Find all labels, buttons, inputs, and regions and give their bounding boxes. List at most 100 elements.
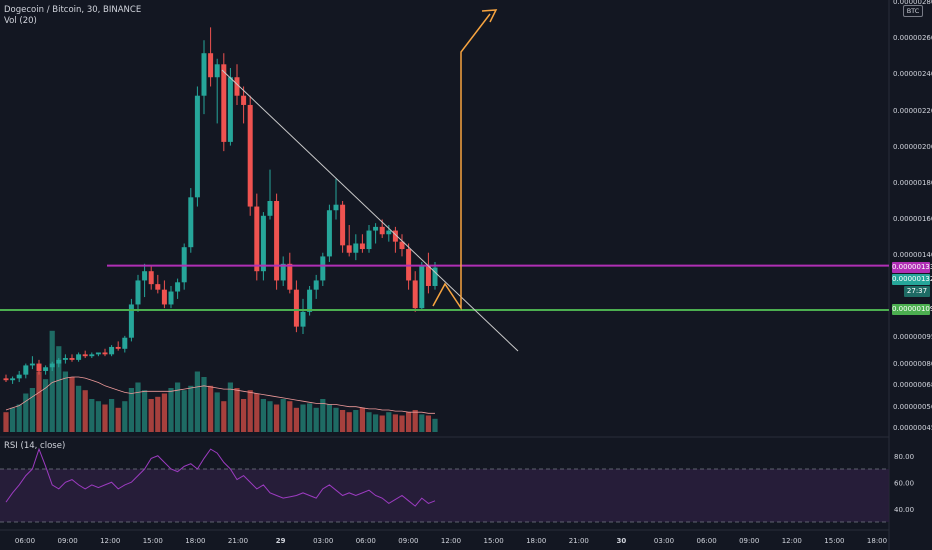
volume-bar bbox=[95, 401, 101, 432]
candle-body bbox=[399, 241, 405, 250]
time-axis-label: 21:00 bbox=[569, 537, 589, 545]
candle-body bbox=[201, 53, 207, 96]
resistance-price-tag: 0.00000133 bbox=[892, 262, 932, 273]
time-axis-label: 09:00 bbox=[739, 537, 759, 545]
time-axis-label: 18:00 bbox=[185, 537, 205, 545]
volume-bar bbox=[373, 414, 379, 432]
volume-bar bbox=[346, 412, 352, 432]
volume-bar bbox=[340, 410, 346, 432]
time-axis-label: 03:00 bbox=[313, 537, 333, 545]
rsi-axis-label: 80.00 bbox=[894, 453, 914, 461]
volume-bar bbox=[412, 410, 418, 432]
candle-body bbox=[82, 354, 88, 357]
price-axis-label: 0.00000180 bbox=[893, 179, 932, 187]
volume-bar bbox=[247, 390, 253, 432]
volume-bar bbox=[148, 399, 154, 432]
volume-bar bbox=[274, 404, 280, 432]
volume-bar bbox=[23, 393, 29, 432]
volume-bar bbox=[89, 399, 95, 432]
candle-body bbox=[241, 95, 247, 105]
candle-body bbox=[142, 271, 148, 281]
time-axis-label: 29 bbox=[276, 537, 286, 545]
price-axis-label: 0.00000200 bbox=[893, 143, 932, 151]
rsi-indicator-label[interactable]: RSI (14, close) bbox=[4, 441, 66, 451]
candle-body bbox=[340, 204, 346, 246]
price-axis-label: 0.00000160 bbox=[893, 215, 932, 223]
candle-body bbox=[346, 245, 352, 253]
price-axis-label: 0.00000260 bbox=[893, 34, 932, 42]
volume-bar bbox=[16, 404, 22, 432]
candle-body bbox=[313, 280, 319, 290]
volume-bar bbox=[188, 385, 194, 432]
volume-bar bbox=[69, 377, 75, 432]
volume-bar bbox=[366, 412, 372, 432]
candle-body bbox=[69, 358, 75, 360]
candle-body bbox=[333, 204, 339, 211]
volume-bar bbox=[36, 371, 42, 432]
time-axis-label: 21:00 bbox=[228, 537, 248, 545]
volume-bar bbox=[194, 371, 200, 432]
volume-bar bbox=[155, 396, 161, 432]
volume-bar bbox=[221, 401, 227, 432]
time-axis-label: 12:00 bbox=[441, 537, 461, 545]
candle-body bbox=[307, 289, 313, 312]
candle-body bbox=[23, 365, 29, 375]
candle-body bbox=[326, 210, 332, 257]
time-axis-label: 18:00 bbox=[867, 537, 887, 545]
volume-bar bbox=[3, 412, 9, 432]
candle-body bbox=[10, 378, 16, 381]
time-axis-label: 15:00 bbox=[824, 537, 844, 545]
candle-body bbox=[109, 346, 115, 355]
price-axis-label: 0.00000080 bbox=[893, 360, 932, 368]
candle-body bbox=[392, 230, 398, 242]
candle-body bbox=[89, 354, 95, 357]
volume-bar bbox=[128, 388, 134, 432]
candle-body bbox=[95, 352, 101, 355]
candle-body bbox=[412, 280, 418, 309]
volume-bar bbox=[142, 390, 148, 432]
volume-bar bbox=[287, 401, 293, 432]
currency-button[interactable]: BTC bbox=[903, 5, 923, 17]
volume-bar bbox=[241, 399, 247, 432]
volume-bar bbox=[280, 399, 286, 432]
volume-bar bbox=[399, 415, 405, 432]
time-axis-label: 09:00 bbox=[58, 537, 78, 545]
candle-body bbox=[194, 95, 200, 198]
volume-bar bbox=[307, 403, 313, 432]
candle-body bbox=[280, 263, 286, 281]
volume-bar bbox=[214, 392, 220, 432]
candle-body bbox=[300, 311, 306, 327]
time-axis-label: 09:00 bbox=[398, 537, 418, 545]
price-axis-label: 0.00000068 bbox=[893, 381, 932, 389]
candle-body bbox=[373, 226, 379, 231]
volume-bar bbox=[320, 399, 326, 432]
volume-bar bbox=[135, 382, 141, 432]
chart-title[interactable]: Dogecoin / Bitcoin, 30, BINANCE bbox=[4, 5, 142, 15]
volume-bar bbox=[254, 393, 260, 432]
volume-bar bbox=[359, 407, 365, 432]
candle-body bbox=[49, 363, 55, 368]
time-axis-label: 06:00 bbox=[356, 537, 376, 545]
candle-body bbox=[359, 243, 365, 250]
volume-bar bbox=[175, 382, 181, 432]
candle-body bbox=[214, 64, 220, 78]
candle-body bbox=[254, 206, 260, 272]
volume-bar bbox=[392, 414, 398, 432]
volume-bar bbox=[379, 415, 385, 432]
volume-bar bbox=[82, 390, 88, 432]
time-axis-label: 03:00 bbox=[654, 537, 674, 545]
volume-bar bbox=[208, 385, 214, 432]
price-axis-label: 0.00000045 bbox=[893, 424, 932, 432]
volume-bar bbox=[267, 401, 273, 432]
volume-bar bbox=[115, 407, 121, 432]
projection-arrowhead bbox=[481, 9, 498, 23]
volume-bar bbox=[201, 377, 207, 432]
volume-bar bbox=[161, 393, 167, 432]
price-axis-label: 0.00000095 bbox=[893, 333, 932, 341]
trend-line bbox=[221, 69, 519, 352]
volume-bar bbox=[386, 412, 392, 432]
rsi-line bbox=[5, 447, 436, 507]
candle-body bbox=[208, 53, 214, 78]
volume-indicator-label[interactable]: Vol (20) bbox=[4, 16, 37, 26]
